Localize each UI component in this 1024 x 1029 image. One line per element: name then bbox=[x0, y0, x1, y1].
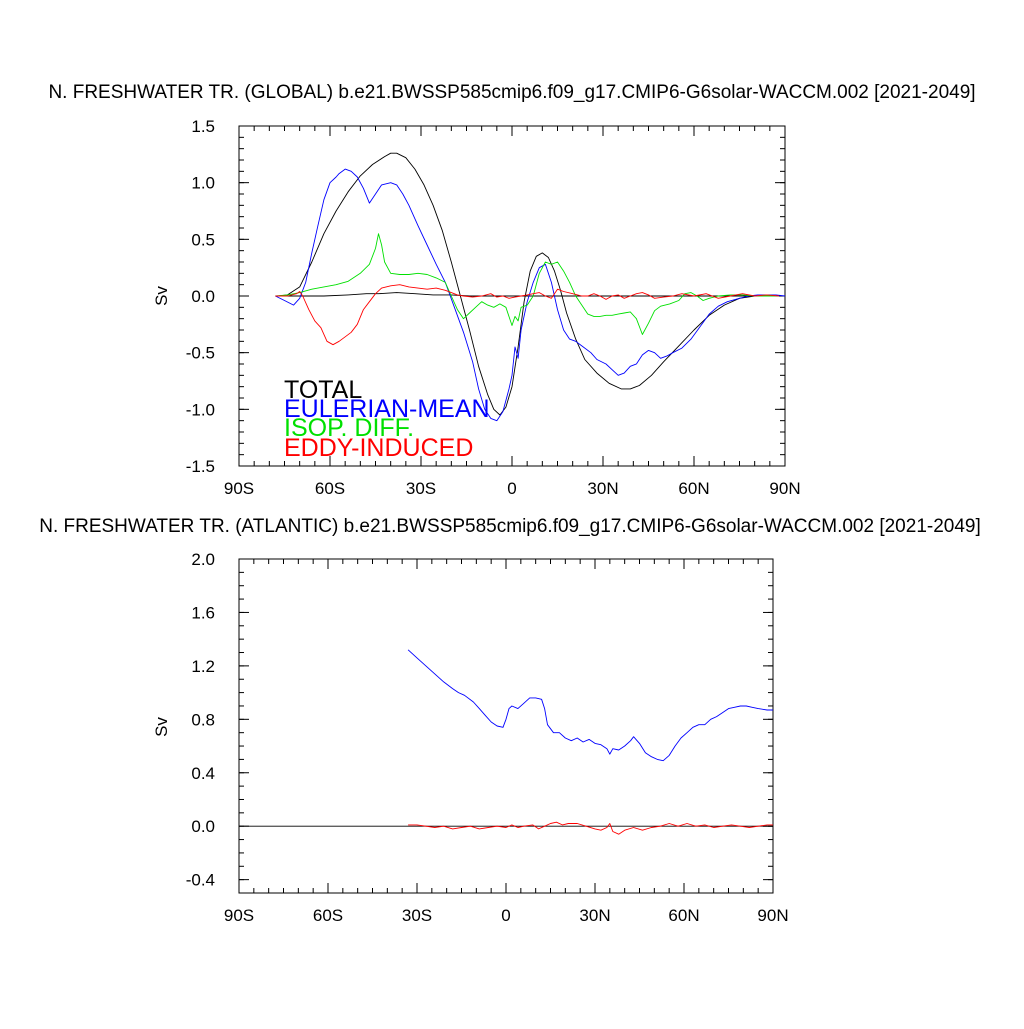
series-lines bbox=[275, 152, 786, 422]
x-tick-label: 60S bbox=[313, 906, 343, 925]
x-tick-label: 30N bbox=[579, 906, 610, 925]
series-lines bbox=[239, 649, 773, 835]
axis-ticks: 90S 60S 30S 0 30N 60N 90N -0.4 0.0 0.4 0.8 1.2 1.6 2.… bbox=[186, 550, 789, 925]
x-tick-label: 60N bbox=[678, 479, 709, 498]
eddy-induced-line bbox=[275, 284, 779, 346]
y-tick-label: 0.0 bbox=[191, 287, 215, 306]
x-tick-label: 90N bbox=[769, 479, 800, 498]
y-tick-label: 0.5 bbox=[191, 230, 215, 249]
axis-ticks: 90S 60S 30S 0 30N 60N 90N -1.5 -1.0 -0.5 0.0 0.5 1.0… bbox=[186, 117, 801, 498]
y-tick-label: 0.8 bbox=[191, 710, 215, 729]
y-axis-label: Sv bbox=[152, 286, 171, 306]
legend-isop-diff: ISOP. DIFF. bbox=[284, 414, 414, 442]
y-tick-label: 1.0 bbox=[191, 174, 215, 193]
x-tick-label: 90S bbox=[224, 479, 254, 498]
x-tick-label: 0 bbox=[501, 906, 510, 925]
y-tick-label: -1.0 bbox=[186, 400, 215, 419]
legend: TOTAL EULERIAN-MEAN ISOP. DIFF. EDDY-IND… bbox=[284, 376, 490, 462]
y-tick-label: 0.0 bbox=[191, 817, 215, 836]
eddy-induced-line bbox=[408, 821, 773, 835]
chart-title: N. FRESHWATER TR. (GLOBAL) b.e21.BWSSP58… bbox=[48, 82, 975, 103]
legend-eulerian-mean: EULERIAN-MEAN bbox=[284, 395, 490, 423]
y-tick-label: 1.6 bbox=[191, 603, 215, 622]
legend-eddy-induced: EDDY-INDUCED bbox=[284, 434, 473, 462]
y-tick-label: 1.2 bbox=[191, 657, 215, 676]
atlantic-chart: N. FRESHWATER TR. (ATLANTIC) b.e21.BWSSP… bbox=[39, 516, 981, 925]
y-tick-label: 0.4 bbox=[191, 764, 215, 783]
total-line bbox=[278, 152, 779, 416]
x-tick-label: 30N bbox=[587, 479, 618, 498]
x-tick-label: 30S bbox=[406, 479, 436, 498]
y-tick-label: 2.0 bbox=[191, 550, 215, 569]
legend-total: TOTAL bbox=[284, 376, 362, 404]
isop-diff-line bbox=[275, 233, 779, 335]
eulerian-mean-line bbox=[275, 168, 786, 422]
y-tick-label: 1.5 bbox=[191, 117, 215, 136]
x-tick-label: 90S bbox=[224, 906, 254, 925]
y-tick-label: -1.5 bbox=[186, 457, 215, 476]
eulerian-mean-line bbox=[407, 649, 773, 762]
chart-title: N. FRESHWATER TR. (ATLANTIC) b.e21.BWSSP… bbox=[39, 516, 981, 537]
y-tick-label: -0.5 bbox=[186, 344, 215, 363]
plot-frame bbox=[238, 558, 774, 894]
global-chart: N. FRESHWATER TR. (GLOBAL) b.e21.BWSSP58… bbox=[48, 82, 975, 498]
x-tick-label: 30S bbox=[402, 906, 432, 925]
y-tick-label: -0.4 bbox=[186, 871, 215, 890]
x-tick-label: 60N bbox=[668, 906, 699, 925]
x-tick-label: 60S bbox=[315, 479, 345, 498]
x-tick-label: 0 bbox=[507, 479, 516, 498]
x-tick-label: 90N bbox=[757, 906, 788, 925]
y-axis-label: Sv bbox=[152, 717, 171, 737]
